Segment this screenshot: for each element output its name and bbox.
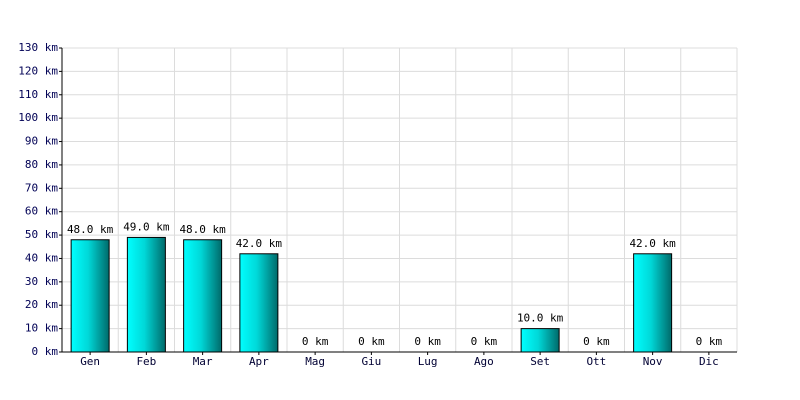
value-label: 42.0 km — [629, 237, 676, 250]
value-label: 10.0 km — [517, 312, 564, 325]
bar — [633, 253, 673, 353]
bar — [239, 253, 279, 353]
y-tick-label: 30 km — [25, 275, 58, 288]
value-label: 0 km — [583, 335, 610, 348]
value-label: 0 km — [471, 335, 498, 348]
value-label: 42.0 km — [236, 237, 283, 250]
x-tick-label: Nov — [643, 355, 663, 368]
bar — [520, 328, 560, 353]
x-tick-label: Ago — [474, 355, 494, 368]
y-tick-label: 110 km — [18, 88, 58, 101]
y-tick-label: 100 km — [18, 111, 58, 124]
y-tick-label: 50 km — [25, 228, 58, 241]
y-tick-label: 60 km — [25, 205, 58, 218]
y-tick-label: 130 km — [18, 41, 58, 54]
value-label: 48.0 km — [67, 223, 114, 236]
x-tick-label: Apr — [249, 355, 269, 368]
bar — [70, 239, 110, 353]
bar — [183, 239, 223, 353]
y-tick-label: 10 km — [25, 322, 58, 335]
x-tick-label: Mag — [305, 355, 325, 368]
x-tick-label: Giu — [361, 355, 381, 368]
x-tick-label: Lug — [418, 355, 438, 368]
bar — [126, 236, 166, 353]
x-tick-label: Set — [530, 355, 550, 368]
value-label: 0 km — [358, 335, 385, 348]
x-tick-label: Dic — [699, 355, 719, 368]
y-tick-label: 40 km — [25, 251, 58, 264]
x-tick-label: Feb — [136, 355, 156, 368]
grid — [62, 47, 738, 353]
y-tick-label: 120 km — [18, 64, 58, 77]
plot: 0 km 10 km 20 km 30 km 40 km 50 km 60 km 70 km 8… — [18, 41, 737, 368]
value-label: 0 km — [696, 335, 723, 348]
y-tick-label: 70 km — [25, 181, 58, 194]
value-label: 0 km — [414, 335, 441, 348]
y-tick-label: 20 km — [25, 298, 58, 311]
y-tick-label: 80 km — [25, 158, 58, 171]
x-tick-label: Ott — [586, 355, 606, 368]
x-tick-label: Gen — [80, 355, 100, 368]
y-tick-label: 90 km — [25, 135, 58, 148]
y-tick-label: 0 km — [32, 345, 59, 358]
x-tick-label: Mar — [193, 355, 213, 368]
value-label: 49.0 km — [123, 220, 170, 233]
value-label: 48.0 km — [179, 223, 226, 236]
value-label: 0 km — [302, 335, 329, 348]
